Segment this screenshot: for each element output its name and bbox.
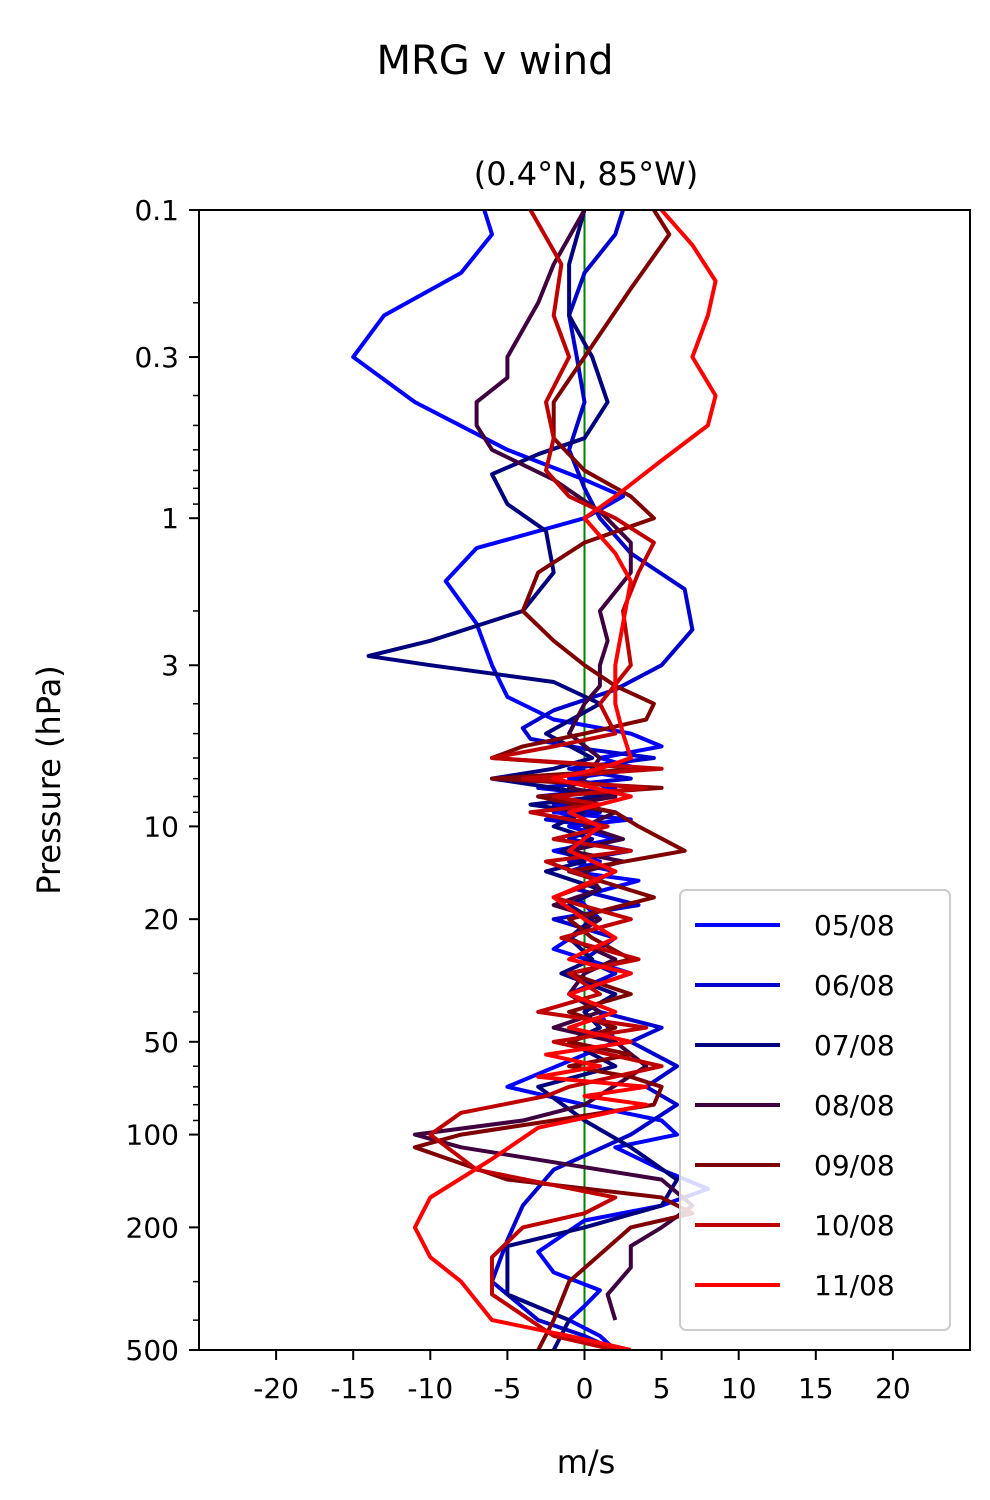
legend-label: 06/08	[814, 969, 895, 1002]
series-line-11-08	[412, 210, 718, 1350]
y-tick-label: 10	[143, 810, 179, 843]
y-tick-label: 1	[161, 502, 179, 535]
y-tick-label: 0.3	[134, 341, 179, 374]
chart-subtitle: (0.4°N, 85°W)	[474, 155, 699, 193]
x-axis-label: m/s	[557, 1443, 616, 1481]
legend-label: 10/08	[814, 1209, 895, 1242]
x-tick-label: -20	[253, 1372, 299, 1405]
x-tick-label: 10	[721, 1372, 757, 1405]
legend-box	[679, 889, 951, 1331]
x-tick-label: 15	[798, 1372, 834, 1405]
y-tick-label: 20	[143, 903, 179, 936]
y-tick-label: 500	[126, 1334, 179, 1367]
y-tick-label: 0.1	[134, 194, 179, 227]
x-tick-label: -15	[330, 1372, 376, 1405]
y-tick-label: 200	[126, 1211, 179, 1244]
series-line-10-08	[428, 210, 664, 1350]
x-tick-label: -5	[493, 1372, 521, 1405]
chart-title: MRG v wind	[377, 38, 614, 84]
plot-area	[198, 209, 971, 1351]
legend-label: 05/08	[814, 909, 895, 942]
legend-label: 08/08	[814, 1089, 895, 1122]
legend: 05/08 06/08 07/08 08/08 09/08 10/08 11/08	[679, 889, 951, 1331]
series-line-08-08	[412, 210, 695, 1321]
x-tick-label: 0	[576, 1372, 594, 1405]
y-tick-label: 50	[143, 1026, 179, 1059]
x-tick-label: 20	[875, 1372, 911, 1405]
x-tick-label: 5	[653, 1372, 671, 1405]
series-line-09-08	[412, 210, 695, 1350]
x-axis: -20 -15 -10 -5 0 5 10 15 20	[253, 1350, 911, 1405]
y-axis-label: Pressure (hPa)	[30, 665, 68, 895]
y-tick-label: 3	[161, 649, 179, 682]
legend-label: 07/08	[814, 1029, 895, 1062]
legend-label: 11/08	[814, 1269, 895, 1302]
legend-label: 09/08	[814, 1149, 895, 1182]
series-line-06-08	[490, 210, 695, 1350]
y-axis: 0.1 0.3 1 3 10 20 50 100 200 500	[126, 194, 199, 1367]
y-tick-label: 100	[126, 1119, 179, 1152]
x-tick-label: -10	[407, 1372, 453, 1405]
